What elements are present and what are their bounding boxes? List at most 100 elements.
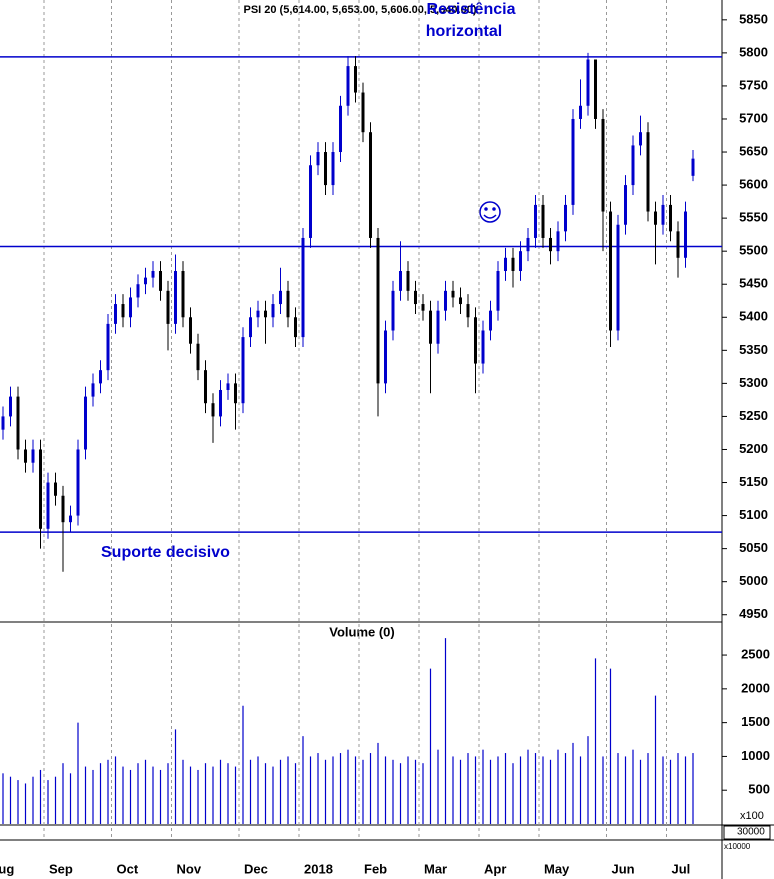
x-tick-label: 2018: [304, 861, 333, 876]
candle-body: [669, 204, 672, 232]
candle-body: [549, 237, 552, 252]
y-tick-label: 5850: [739, 11, 768, 26]
candle-body: [526, 237, 530, 252]
y-tick-label: 1000: [741, 748, 770, 763]
candle-body: [474, 317, 477, 364]
candle-body: [534, 204, 537, 238]
candle-body: [586, 59, 590, 106]
annotation: Suporte decisivo: [101, 544, 230, 561]
candle-body: [211, 403, 215, 417]
candle-body: [414, 290, 417, 305]
candle-body: [54, 482, 57, 496]
candle-body: [174, 271, 177, 324]
candle-body: [256, 310, 260, 318]
candle-body: [661, 204, 665, 225]
candle-body: [46, 482, 50, 529]
candle-body: [144, 277, 147, 285]
y-tick-label: 5250: [739, 408, 768, 423]
candle-body: [9, 396, 12, 417]
candle-body: [519, 251, 522, 272]
x-tick-label: Jun: [612, 861, 635, 876]
candle-body: [436, 310, 440, 344]
candle-body: [579, 105, 582, 119]
candle-body: [361, 92, 365, 133]
candle-body: [451, 290, 455, 298]
candle-body: [676, 231, 680, 258]
candle-body: [646, 132, 650, 212]
x-tick-label: Mar: [424, 861, 447, 876]
candle-body: [504, 257, 507, 272]
candle-body: [114, 304, 117, 324]
candle-body: [339, 105, 342, 153]
y-tick-label: 5450: [739, 276, 768, 291]
y-tick-label: 5150: [739, 474, 768, 489]
candle-body: [166, 290, 170, 324]
candle-body: [204, 370, 207, 404]
y-tick-label: 500: [748, 782, 770, 797]
y-tick-label: 5700: [739, 110, 768, 125]
mini-tick: 30000: [737, 827, 765, 838]
candle-body: [691, 158, 695, 176]
candle-body: [84, 396, 87, 450]
candle-body: [31, 449, 35, 463]
candle-body: [121, 304, 125, 318]
candle-body: [189, 317, 192, 344]
candle-body: [136, 284, 140, 298]
candle-body: [631, 145, 635, 186]
candle-body: [429, 310, 432, 344]
y-tick-label: 5800: [739, 44, 768, 59]
y-tick-label: 1500: [741, 714, 770, 729]
annotation: Resistência: [427, 1, 516, 18]
candle-body: [571, 118, 575, 205]
candle-body: [129, 297, 132, 318]
candle-body: [226, 383, 230, 390]
y-tick-label: 4950: [739, 606, 768, 621]
x-tick-label: Oct: [117, 861, 139, 876]
annotation: horizontal: [426, 23, 502, 40]
x-tick-label: Jul: [672, 861, 691, 876]
candle-body: [421, 304, 425, 311]
candle-body: [286, 290, 290, 318]
candle-body: [309, 165, 312, 238]
candle-body: [264, 310, 267, 318]
candle-body: [106, 323, 110, 371]
y-tick-label: 5550: [739, 210, 768, 225]
candle-body: [489, 310, 492, 331]
candle-body: [99, 370, 102, 384]
y-tick-label: 5000: [739, 573, 768, 588]
candle-body: [151, 271, 155, 278]
candle-body: [444, 290, 447, 311]
y-tick-label: 2000: [741, 680, 770, 695]
candle-body: [481, 330, 485, 364]
candle-body: [541, 204, 545, 238]
y-tick-label: 5600: [739, 177, 768, 192]
candle-body: [234, 383, 237, 404]
candle-body: [241, 337, 245, 404]
smiley: [479, 201, 501, 223]
candle-body: [654, 211, 657, 225]
candle-body: [76, 449, 80, 516]
volume-title: Volume (0): [329, 624, 395, 639]
candle-body: [39, 449, 42, 529]
x-tick-label: Apr: [484, 861, 506, 876]
x-tick-label: Feb: [364, 861, 387, 876]
candle-body: [301, 237, 305, 338]
candle-body: [1, 416, 5, 430]
y-tick-label: 5200: [739, 441, 768, 456]
x-tick-label: Dec: [244, 861, 268, 876]
candle-body: [271, 304, 275, 318]
candle-body: [24, 449, 27, 463]
candle-body: [91, 383, 95, 397]
candle-body: [639, 132, 642, 146]
candle-body: [16, 396, 20, 450]
candle-body: [196, 343, 200, 371]
candle-body: [294, 317, 297, 338]
candle-body: [369, 132, 372, 238]
x-tick-label: Nov: [177, 861, 202, 876]
volume-unit: x100: [740, 810, 764, 822]
candle-body: [459, 297, 462, 305]
candle-body: [324, 152, 327, 186]
candle-body: [684, 211, 687, 258]
y-tick-label: 5650: [739, 143, 768, 158]
x-tick-label: May: [544, 861, 570, 876]
